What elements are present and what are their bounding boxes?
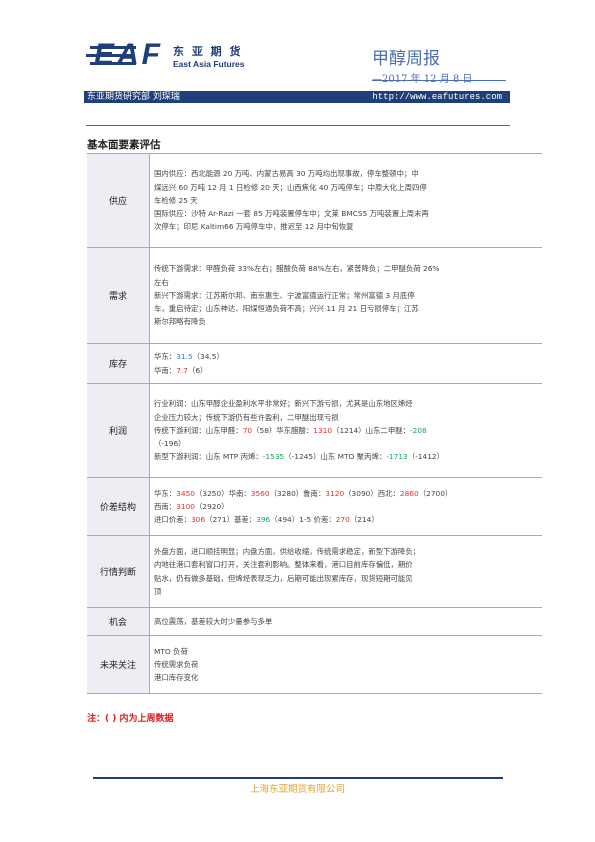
supply-line: 次停车；印尼 Kaltim66 万吨停车中，推迟至 12 月中旬恢复 [154, 222, 354, 232]
report-date: —2017 年 12 月 8 日 [372, 70, 472, 85]
profit-line: 行业利润：山东甲醇企业盈利水平非常好；新兴下游亏损，尤其是山东地区烯烃 [154, 399, 413, 409]
profit-new: 新型下游利润：山东 MTP 丙烯：-1535（-1245）山东 MTO 聚丙烯：… [154, 452, 444, 462]
judgement-line: 外盘方面，进口顺挂明显；内盘方面，供给收缩，传统需求稳定，新型下游降负； [154, 546, 421, 556]
price-line: 华东：3450（3250）华南：3560（3280）鲁南：3120（3090）西… [154, 488, 453, 498]
footer-company: 上海东亚期货有限公司 [249, 784, 345, 795]
demand-line: 传统下游需求：甲醛负荷 33%左右；醋酸负荷 88%左右，紧普降负；二甲醚负荷 … [154, 264, 440, 274]
table-row: 供应 国内供应：西北能源 20 万吨、内蒙古易高 30 万吨均出现事故，停车整顿… [87, 153, 542, 248]
profit-content: 行业利润：山东甲醇企业盈利水平非常好；新兴下游亏损，尤其是山东地区烯烃 企业压力… [149, 383, 542, 478]
supply-line: 国内供应：西北能源 20 万吨、内蒙古易高 30 万吨均出现事故，停车整顿中；中 [154, 169, 419, 179]
table-row: 利润 行业利润：山东甲醇企业盈利水平非常好；新兴下游亏损，尤其是山东地区烯烃 企… [87, 383, 542, 478]
opportunity-content: 高位震荡，基差较大时少量参与多单 [149, 607, 542, 636]
supply-content: 国内供应：西北能源 20 万吨、内蒙古易高 30 万吨均出现事故，停车整顿中；中… [149, 153, 542, 248]
demand-line: 车，重启待定；山东神达、阳煤恒通负荷不高；兴兴 11 月 21 日亏损停车；江苏 [154, 304, 419, 314]
inventory-south: 华南：7.7（6） [154, 365, 208, 375]
section-title: 基本面要素评估 [87, 139, 161, 151]
row-label-future: 未来关注 [87, 635, 150, 694]
logo-english-name: East Asia Futures [173, 59, 245, 69]
section-rule [86, 125, 510, 126]
supply-line: 国际供应：沙特 Ar-Razi 一套 85 万吨装置停车中；文莱 BMCS5 万… [154, 209, 429, 219]
future-line: 传统需求负荷 [154, 659, 199, 669]
logo-mark: EAF [94, 38, 163, 71]
demand-content: 传统下游需求：甲醛负荷 33%左右；醋酸负荷 88%左右，紧普降负；二甲醚负荷 … [149, 247, 542, 344]
demand-line: 左右 [154, 277, 169, 287]
table-row: 行情判断 外盘方面，进口顺挂明显；内盘方面，供给收缩，传统需求稳定，新型下游降负… [87, 535, 542, 608]
footer-rule [93, 777, 503, 779]
price-line: 西南：3100（2920） [154, 501, 229, 511]
supply-line: 车检修 25 天 [154, 195, 198, 205]
header-rule [372, 80, 506, 81]
fundamentals-table: 供应 国内供应：西北能源 20 万吨、内蒙古易高 30 万吨均出现事故，停车整顿… [87, 153, 542, 694]
profit-traditional-prev: （-196） [154, 439, 186, 449]
future-line: 港口库存变化 [154, 673, 199, 683]
supply-line: 煤远兴 60 万吨 12 月 1 日检修 20 天；山西焦化 40 万吨停车；中… [154, 182, 427, 192]
inventory-content: 华东：31.5（34.5） 华南：7.7（6） [149, 343, 542, 384]
report-title: 甲醇周报 [372, 49, 440, 69]
profit-traditional: 传统下游利润：山东甲醛：70（58）华东醋酸：1310（1214）山东二甲醚：-… [154, 425, 427, 435]
table-row: 未来关注 MTO 负荷 传统需求负荷 港口库存变化 [87, 635, 542, 694]
row-label-inventory: 库存 [87, 343, 150, 384]
row-label-opportunity: 机会 [87, 607, 150, 636]
row-label-demand: 需求 [87, 247, 150, 344]
demand-line: 新兴下游需求：江苏斯尔邦、南京惠生、宁波富德运行正常；常州富德 3 月底停 [154, 290, 415, 300]
price-content: 华东：3450（3250）华南：3560（3280）鲁南：3120（3090）西… [149, 477, 542, 536]
row-label-judgement: 行情判断 [87, 535, 150, 608]
row-label-profit: 利润 [87, 383, 150, 478]
table-row: 库存 华东：31.5（34.5） 华南：7.7（6） [87, 343, 542, 384]
table-row: 机会 高位震荡，基差较大时少量参与多单 [87, 607, 542, 636]
profit-line: 企业压力较大；传统下游仍有些许盈利，二甲醚出现亏损 [154, 412, 339, 422]
table-note: 注：( ) 内为上周数据 [87, 714, 174, 724]
row-label-supply: 供应 [87, 153, 150, 248]
future-content: MTO 负荷 传统需求负荷 港口库存变化 [149, 635, 542, 694]
logo-chinese-name: 东 亚 期 货 [173, 45, 243, 58]
price-line: 进口价差：306（271）基差：396（494）1-5 价差：270（214） [154, 515, 379, 525]
logo-speed-lines-icon [86, 46, 136, 65]
judgement-content: 外盘方面，进口顺挂明显；内盘方面，供给收缩，传统需求稳定，新型下游降负； 内地往… [149, 535, 542, 608]
table-row: 价差结构 华东：3450（3250）华南：3560（3280）鲁南：3120（3… [87, 477, 542, 536]
department-author: 东亚期货研究部 刘琛瑞 [87, 92, 180, 102]
header-bar: 东亚期货研究部 刘琛瑞 http://www.eafutures.com [84, 91, 510, 103]
judgement-line: 顶 [154, 586, 162, 596]
company-logo: EAF 东 亚 期 货 East Asia Futures [86, 38, 261, 74]
inventory-east: 华东：31.5（34.5） [154, 352, 224, 362]
judgement-line: 贴水，仍有做多基础，但烯烃表现乏力，后期可能出现累库存，现货短期可能见 [154, 573, 413, 583]
judgement-line: 内地往港口套利窗口打开，关注套利影响。整体来看，港口目前库存偏低，期价 [154, 560, 413, 570]
website-link[interactable]: http://www.eafutures.com [372, 92, 502, 102]
table-row: 需求 传统下游需求：甲醛负荷 33%左右；醋酸负荷 88%左右，紧普降负；二甲醚… [87, 247, 542, 344]
future-line: MTO 负荷 [154, 646, 188, 656]
demand-line: 斯尔邦略有降负 [154, 317, 206, 327]
row-label-price-structure: 价差结构 [87, 477, 150, 536]
